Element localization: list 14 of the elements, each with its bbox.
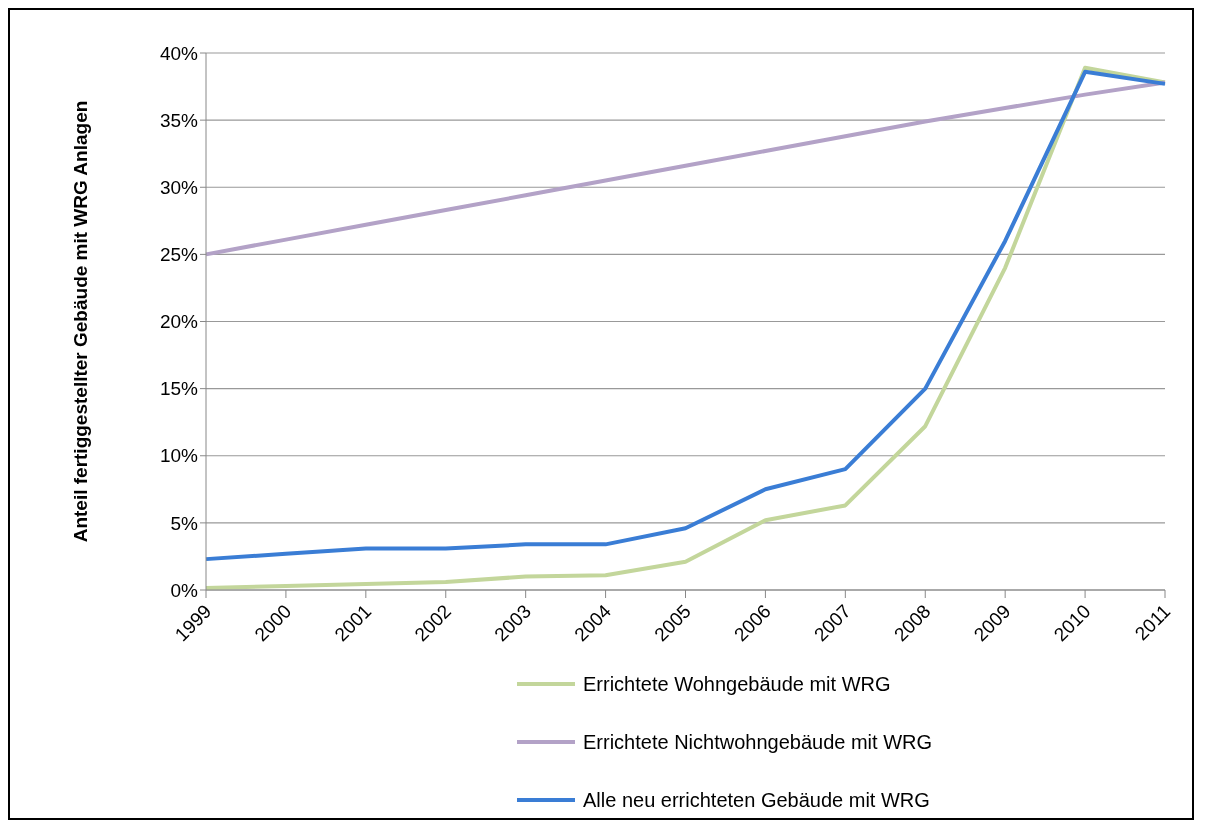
y-tick-label: 10% [159,445,199,467]
line-series [204,80,1167,257]
y-axis-title: Anteil fertiggestellter Gebäude mit WRG Anlagen [69,100,91,543]
legend-label: Alle neu errichteten Gebäude mit WRG [583,788,930,812]
y-tick-label: 20% [159,311,199,333]
y-tick-label: 5% [170,512,199,534]
y-tick-label: 40% [159,42,199,64]
legend-label: Errichtete Wohngebäude mit WRG [583,672,891,696]
y-tick-label: 15% [159,378,199,400]
y-tick-label: 0% [170,579,199,601]
y-tick-label: 25% [159,244,199,266]
y-tick-label: 30% [159,176,199,198]
y-tick-label: 35% [159,109,199,131]
legend-label: Errichtete Nichtwohngebäude mit WRG [583,730,933,754]
